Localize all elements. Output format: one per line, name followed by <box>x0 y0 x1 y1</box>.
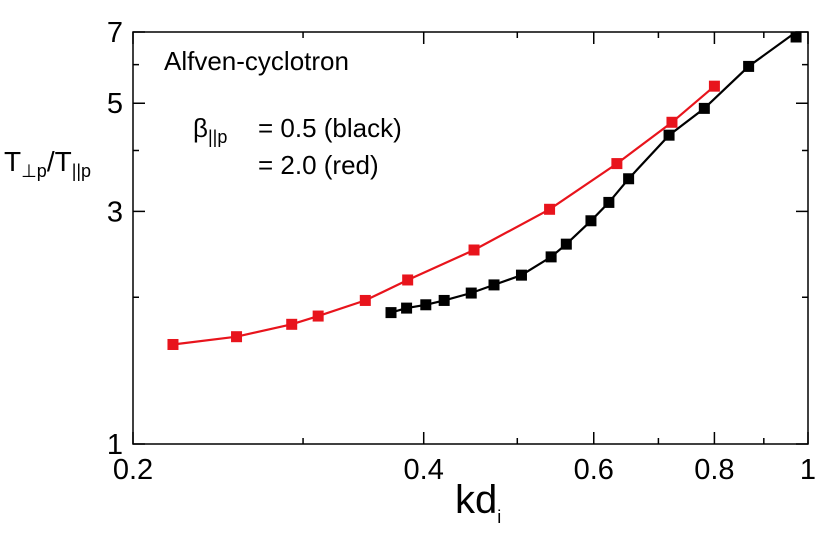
series-2 <box>167 80 720 350</box>
y-label-part-1: T <box>4 146 21 177</box>
annotation-title: Alfven-cyclotron <box>164 46 349 76</box>
x-tick-label: 0.2 <box>113 454 153 486</box>
data-point <box>385 307 397 319</box>
y-tick-label: 3 <box>107 196 123 228</box>
plot-frame <box>132 31 809 445</box>
x-tick-label: 1 <box>800 454 816 486</box>
beta-subscript: ||p <box>208 127 227 147</box>
data-point <box>544 203 556 215</box>
data-point <box>545 251 557 263</box>
annotation-line-red: = 2.0 (red) <box>258 150 379 180</box>
data-point <box>708 80 720 92</box>
tick-labels: 0.2 0.4 0.6 0.8 1 1 3 5 7 <box>107 17 816 486</box>
data-point <box>286 318 298 330</box>
data-point <box>402 274 414 286</box>
data-point <box>603 196 615 208</box>
series-line <box>390 31 797 314</box>
data-point <box>231 331 243 343</box>
y-label-sub-1: ⊥p <box>21 161 47 181</box>
series-layer <box>167 31 802 350</box>
data-point <box>743 60 755 72</box>
data-point <box>663 129 675 141</box>
data-point <box>468 244 480 256</box>
series-1 <box>385 31 802 319</box>
data-point <box>790 31 802 43</box>
y-label-sub-2: ||p <box>72 161 91 181</box>
data-point <box>666 116 678 128</box>
data-point <box>420 299 432 311</box>
tick-marks <box>132 31 809 445</box>
x-tick-label: 0.4 <box>404 454 444 486</box>
annotation-beta: β||p <box>193 113 227 147</box>
data-point <box>698 102 710 114</box>
x-label-sub: i <box>497 507 501 527</box>
data-point <box>167 338 179 350</box>
data-point <box>438 294 450 306</box>
data-point <box>465 287 477 299</box>
y-label-part-2: /T <box>47 146 72 177</box>
y-tick-label: 1 <box>107 429 123 461</box>
x-axis-label: kdi <box>455 478 501 527</box>
beta-symbol: β <box>193 113 208 143</box>
x-tick-label: 0.6 <box>574 454 614 486</box>
x-label-main: kd <box>455 478 497 522</box>
data-point <box>359 294 371 306</box>
y-tick-label: 5 <box>107 88 123 120</box>
y-tick-label: 7 <box>107 17 123 49</box>
data-point <box>623 173 635 185</box>
data-point <box>488 279 500 291</box>
data-point <box>312 310 324 322</box>
x-tick-label: 0.8 <box>694 454 734 486</box>
data-point <box>515 269 527 281</box>
data-point <box>611 158 623 170</box>
data-point <box>401 302 413 314</box>
data-point <box>585 215 597 227</box>
annotation-line-black: = 0.5 (black) <box>258 113 402 143</box>
data-point <box>560 238 572 250</box>
y-axis-label: T⊥p/T||p <box>4 146 91 181</box>
